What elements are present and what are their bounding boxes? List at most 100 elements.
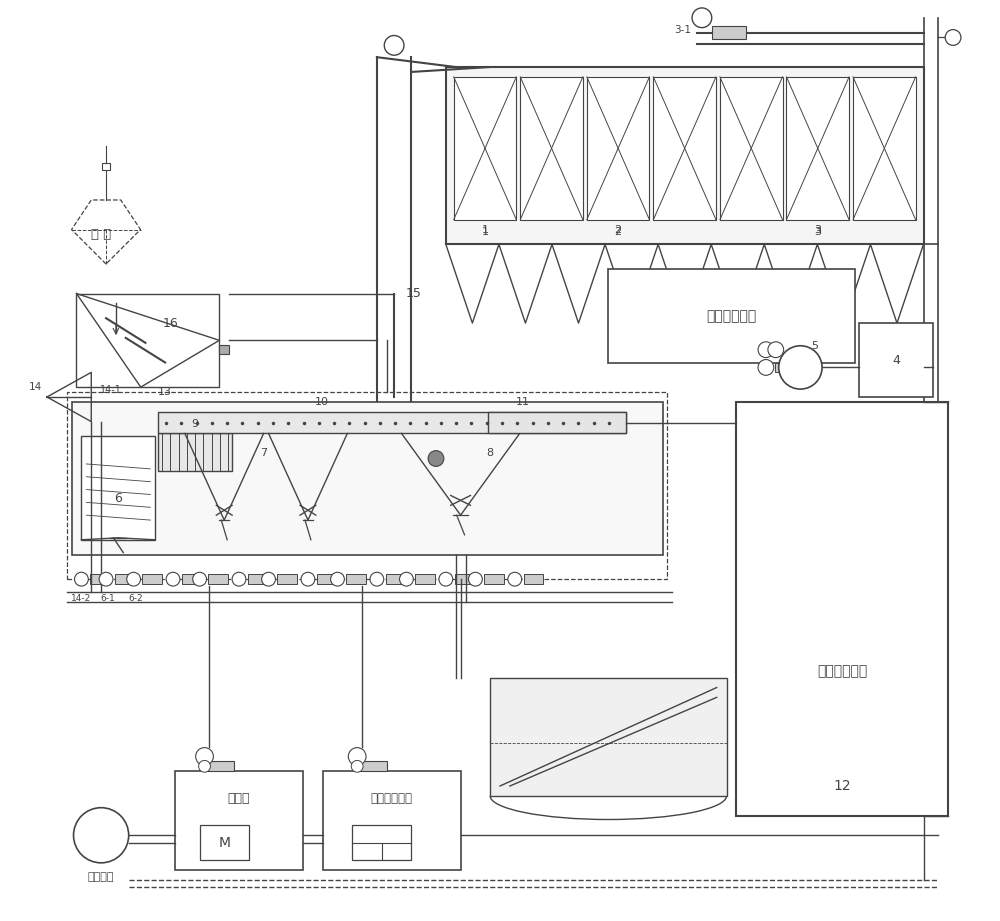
Text: 2: 2: [615, 227, 622, 238]
Bar: [76, 294, 219, 387]
Circle shape: [779, 345, 822, 389]
Bar: [446, 67, 924, 244]
Bar: [182, 575, 202, 584]
Circle shape: [127, 572, 141, 586]
Bar: [653, 76, 716, 220]
Bar: [386, 575, 405, 584]
Text: 15: 15: [406, 287, 422, 300]
Bar: [277, 575, 297, 584]
Bar: [205, 762, 234, 771]
Bar: [859, 323, 933, 397]
Bar: [142, 575, 162, 584]
Text: 14: 14: [28, 382, 42, 392]
Bar: [158, 412, 626, 434]
Bar: [175, 771, 303, 869]
Circle shape: [199, 761, 210, 772]
Text: 11: 11: [516, 397, 530, 407]
Circle shape: [301, 572, 315, 586]
Bar: [720, 76, 783, 220]
Text: 1: 1: [482, 225, 489, 235]
Text: 9: 9: [192, 418, 199, 428]
Text: M: M: [218, 835, 230, 850]
Bar: [346, 575, 366, 584]
Circle shape: [945, 29, 961, 45]
Bar: [72, 402, 663, 554]
Text: 烟气净化系统: 烟气净化系统: [817, 664, 867, 678]
Bar: [102, 163, 110, 170]
Bar: [90, 575, 110, 584]
Text: 烟气净化系统: 烟气净化系统: [706, 309, 757, 322]
Bar: [853, 76, 916, 220]
Circle shape: [508, 572, 522, 586]
Bar: [455, 575, 474, 584]
Bar: [490, 678, 727, 796]
Bar: [736, 402, 948, 816]
Circle shape: [439, 572, 453, 586]
Text: 直接式空预器: 直接式空预器: [371, 792, 413, 805]
Circle shape: [768, 342, 784, 357]
Bar: [208, 575, 228, 584]
Text: 8: 8: [487, 449, 494, 458]
Circle shape: [74, 808, 129, 863]
Text: 13: 13: [158, 387, 172, 397]
Circle shape: [166, 572, 180, 586]
Bar: [352, 825, 411, 860]
Text: 垃 圾: 垃 圾: [91, 228, 111, 241]
Text: 14-2: 14-2: [71, 594, 92, 603]
Bar: [587, 76, 649, 220]
Text: 3: 3: [814, 227, 821, 238]
Text: 7: 7: [260, 449, 267, 458]
Bar: [608, 269, 855, 363]
Text: 一次风机: 一次风机: [88, 871, 114, 881]
Circle shape: [351, 761, 363, 772]
Bar: [775, 363, 793, 372]
Text: 2: 2: [615, 225, 622, 235]
Bar: [115, 575, 135, 584]
Circle shape: [758, 359, 774, 375]
Circle shape: [193, 572, 206, 586]
Bar: [158, 434, 232, 471]
Text: 3-1: 3-1: [674, 25, 691, 35]
Bar: [786, 76, 849, 220]
Text: 4: 4: [892, 354, 900, 367]
Text: 12: 12: [833, 779, 851, 793]
Bar: [441, 461, 463, 472]
Bar: [219, 344, 229, 355]
Circle shape: [370, 572, 384, 586]
Circle shape: [468, 572, 482, 586]
Bar: [524, 575, 543, 584]
Text: 3: 3: [814, 225, 821, 235]
Bar: [415, 575, 435, 584]
Text: 5: 5: [812, 341, 819, 351]
Text: 1: 1: [482, 227, 489, 238]
Text: 6-1: 6-1: [101, 594, 115, 603]
Text: 14-1: 14-1: [100, 385, 122, 395]
Circle shape: [75, 572, 88, 586]
Circle shape: [758, 342, 774, 357]
Bar: [317, 575, 337, 584]
Circle shape: [348, 748, 366, 765]
Bar: [484, 575, 504, 584]
Circle shape: [428, 450, 444, 466]
Bar: [67, 392, 667, 579]
Circle shape: [99, 572, 113, 586]
Circle shape: [692, 8, 712, 28]
Bar: [520, 76, 583, 220]
Bar: [248, 575, 268, 584]
Bar: [200, 825, 249, 860]
Text: 6-2: 6-2: [128, 594, 143, 603]
Bar: [712, 26, 746, 40]
Bar: [81, 437, 155, 540]
Circle shape: [384, 36, 404, 55]
Bar: [323, 771, 461, 869]
Circle shape: [232, 572, 246, 586]
Text: 16: 16: [162, 317, 178, 330]
Bar: [357, 762, 387, 771]
Bar: [488, 412, 626, 434]
Text: 6: 6: [114, 492, 122, 505]
Bar: [454, 76, 516, 220]
Circle shape: [262, 572, 275, 586]
Circle shape: [196, 748, 213, 765]
Circle shape: [331, 572, 344, 586]
Text: 预热器: 预热器: [228, 792, 250, 805]
